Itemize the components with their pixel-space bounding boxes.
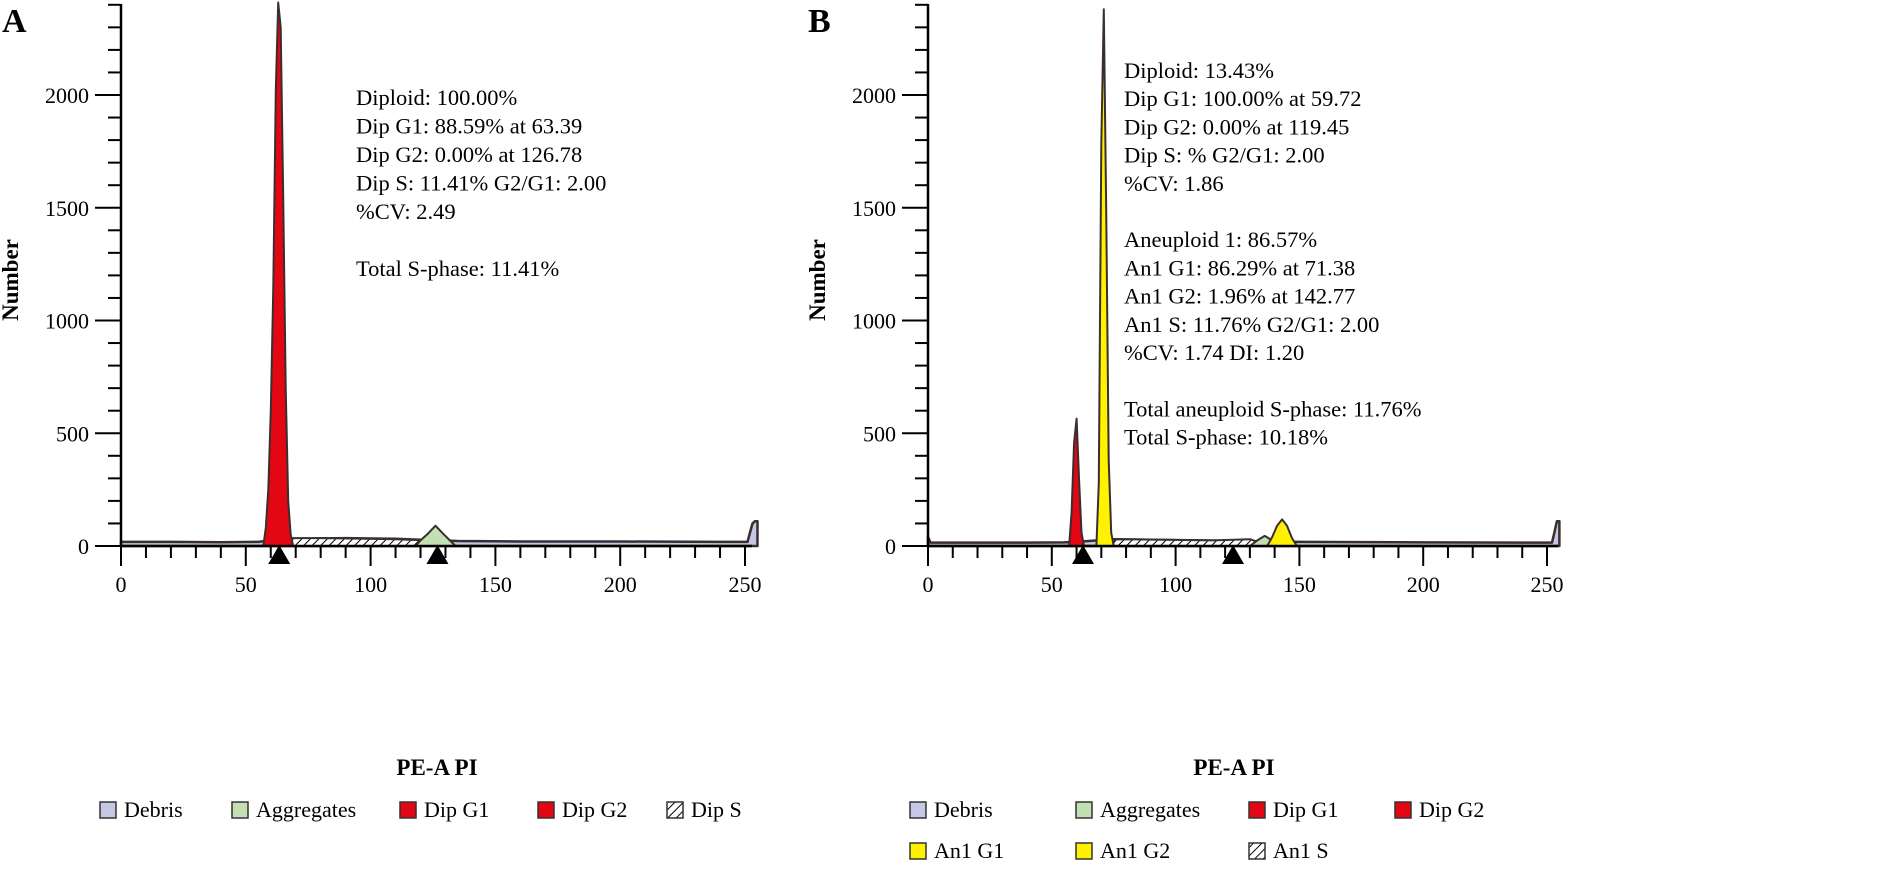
stats-annotation: Dip S: 11.41% G2/G1: 2.00: [356, 171, 606, 196]
stats-annotation: An1 G1: 86.29% at 71.38: [1124, 255, 1355, 280]
stats-annotation: %CV: 1.86: [1124, 171, 1224, 196]
x-tick-label: 0: [923, 572, 934, 597]
y-axis-title: Number: [805, 239, 830, 321]
y-tick-label: 2000: [852, 83, 896, 108]
legend-label: Aggregates: [256, 797, 356, 822]
legend-label: Dip S: [691, 797, 742, 822]
legend-swatch: [1248, 842, 1266, 860]
stats-annotation: An1 G2: 1.96% at 142.77: [1124, 284, 1355, 309]
legend-swatch: [537, 801, 555, 819]
series-dip-g1: [262, 1, 295, 547]
legend-swatch: [1248, 801, 1266, 819]
x-axis-title: PE-A PI: [396, 755, 477, 780]
panel-label: B: [808, 3, 831, 40]
x-tick-label: 100: [354, 572, 387, 597]
y-tick-label: 1500: [45, 196, 89, 221]
legend-swatch: [1394, 801, 1412, 819]
stats-annotation: Aneuploid 1: 86.57%: [1124, 227, 1317, 252]
series-aggregates: [414, 524, 457, 547]
x-tick-label: 150: [1283, 572, 1316, 597]
panel-label: A: [2, 3, 27, 40]
peak-marker-triangle: [1222, 545, 1245, 564]
legend-swatch: [1075, 801, 1093, 819]
x-axis-title: PE-A PI: [1193, 755, 1274, 780]
series-an1-g2: [1266, 518, 1298, 547]
panel-b: 0 500 1000 1500 2000 0 50 100 150 200 250 B Number PE…: [805, 3, 1564, 863]
legend-swatch: [909, 842, 927, 860]
stats-annotation: Dip G2: 0.00% at 126.78: [356, 142, 582, 167]
y-tick-label: 1500: [852, 196, 896, 221]
x-tick-label: 200: [1407, 572, 1440, 597]
stats-annotation: An1 S: 11.76% G2/G1: 2.00: [1124, 312, 1379, 337]
stats-annotation: Dip S: % G2/G1: 2.00: [1124, 143, 1325, 168]
stats-annotation: Dip G2: 0.00% at 119.45: [1124, 114, 1349, 139]
y-tick-label: 0: [78, 534, 89, 559]
legend-label: Debris: [124, 797, 183, 822]
x-tick-label: 0: [116, 572, 127, 597]
legend-label: Aggregates: [1100, 797, 1200, 822]
x-tick-label: 200: [604, 572, 637, 597]
legend-label: An1 G2: [1100, 838, 1170, 863]
stats-annotation: Total S-phase: 10.18%: [1124, 425, 1328, 450]
y-axis-title: Number: [0, 239, 23, 321]
peak-marker-triangle: [1071, 545, 1094, 564]
peak-marker-triangle: [268, 545, 291, 564]
x-tick-label: 50: [1041, 572, 1063, 597]
legend-swatch: [666, 801, 684, 819]
series-dip-g1: [1068, 417, 1085, 547]
panel-a: 0 500 1000 1500 2000 0 50 100 150 200 250 A Number PE…: [0, 1, 762, 822]
legend-swatch: [231, 801, 249, 819]
x-tick-label: 250: [1531, 572, 1564, 597]
stats-annotation: Diploid: 100.00%: [356, 85, 517, 110]
legend-label: An1 G1: [934, 838, 1004, 863]
stats-annotation: Dip G1: 88.59% at 63.39: [356, 114, 582, 139]
peak-marker-triangle: [426, 545, 449, 564]
x-tick-label: 50: [235, 572, 257, 597]
legend-label: Dip G1: [424, 797, 489, 822]
legend-label: Dip G2: [562, 797, 627, 822]
legend-label: Dip G2: [1419, 797, 1484, 822]
y-tick-label: 500: [56, 421, 89, 446]
y-tick-label: 1000: [45, 309, 89, 334]
x-tick-label: 150: [479, 572, 512, 597]
y-tick-label: 2000: [45, 83, 89, 108]
stats-annotation: Total aneuploid S-phase: 11.76%: [1124, 396, 1422, 421]
series-an1-g1: [1095, 8, 1115, 547]
stats-annotation: Dip G1: 100.00% at 59.72: [1124, 86, 1361, 111]
y-tick-label: 1000: [852, 309, 896, 334]
stats-annotation: %CV: 1.74 DI: 1.20: [1124, 340, 1304, 365]
legend-label: Dip G1: [1273, 797, 1338, 822]
legend-swatch: [399, 801, 417, 819]
legend-swatch: [99, 801, 117, 819]
y-tick-label: 500: [863, 421, 896, 446]
stats-annotation: Total S-phase: 11.41%: [356, 256, 559, 281]
y-tick-label: 0: [885, 534, 896, 559]
legend-label: Debris: [934, 797, 993, 822]
stats-annotation: Diploid: 13.43%: [1124, 58, 1274, 83]
legend-swatch: [1075, 842, 1093, 860]
x-tick-label: 250: [729, 572, 762, 597]
x-tick-label: 100: [1159, 572, 1192, 597]
legend-swatch: [909, 801, 927, 819]
legend-label: An1 S: [1273, 838, 1329, 863]
stats-annotation: %CV: 2.49: [356, 199, 456, 224]
